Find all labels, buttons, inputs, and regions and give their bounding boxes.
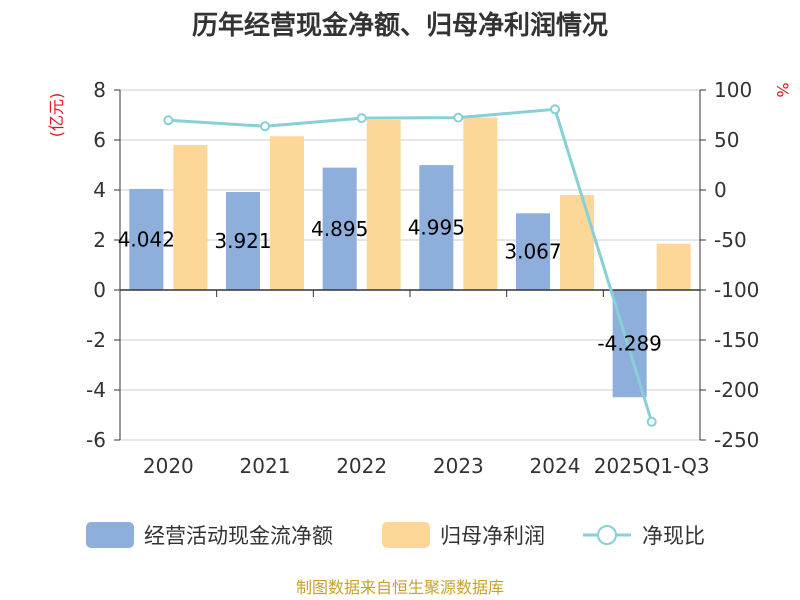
left-axis-tick-label: -6 bbox=[86, 428, 106, 452]
axes: -6 -4 -2 0 2 4 6 8 -250 -200 -150 -100 -50 0 50 100 2020… bbox=[86, 78, 759, 478]
net-profit-bar bbox=[173, 145, 208, 290]
cashflow-data-label: 4.895 bbox=[311, 217, 368, 241]
left-axis-tick-label: 4 bbox=[93, 178, 106, 202]
left-axis-unit: (亿元) bbox=[47, 93, 66, 138]
ratio-point bbox=[453, 112, 464, 123]
cashflow-bar bbox=[129, 188, 164, 290]
data-labels: 4.042 3.921 4.895 4.995 3.067 -4.289 bbox=[118, 216, 662, 356]
chart-title: 历年经营现金净额、归母净利润情况 bbox=[192, 10, 608, 41]
right-axis-tick-label: -250 bbox=[714, 428, 759, 452]
cashflow-data-label: 3.921 bbox=[214, 229, 271, 253]
left-axis-tick-label: 2 bbox=[93, 228, 106, 252]
cashflow-bar bbox=[612, 290, 647, 398]
legend-swatch-net-profit bbox=[382, 522, 430, 548]
cashflow-data-label: 3.067 bbox=[504, 240, 561, 264]
left-axis-tick-label: 0 bbox=[93, 278, 106, 302]
left-axis-tick-label: 8 bbox=[93, 78, 106, 102]
net-profit-bar bbox=[366, 120, 401, 290]
net-profit-bar bbox=[656, 243, 691, 290]
right-axis-tick-label: 50 bbox=[714, 128, 739, 152]
legend-label-net-profit: 归母净利润 bbox=[440, 524, 545, 548]
category-label: 2021 bbox=[240, 454, 291, 478]
right-axis-tick-label: -100 bbox=[714, 278, 759, 302]
data-source: 制图数据来自恒生聚源数据库 bbox=[296, 578, 504, 597]
ratio-point bbox=[550, 104, 560, 115]
category-label: 2023 bbox=[433, 454, 484, 478]
ratio-point bbox=[260, 121, 270, 132]
legend-label-ratio: 净现比 bbox=[642, 524, 705, 548]
right-axis-tick-label: -50 bbox=[714, 228, 747, 252]
right-axis-unit: % bbox=[773, 82, 792, 97]
cashflow-bar bbox=[322, 167, 357, 290]
right-axis-tick-label: 0 bbox=[714, 178, 727, 202]
left-axis-tick-label: -2 bbox=[86, 328, 106, 352]
category-label: 2025Q1-Q3 bbox=[594, 454, 710, 478]
net-profit-bar bbox=[270, 136, 304, 290]
ratio-point bbox=[646, 416, 657, 427]
ratio-line bbox=[163, 104, 657, 427]
cashflow-bar bbox=[226, 191, 260, 290]
legend-label-cashflow: 经营活动现金流净额 bbox=[144, 524, 333, 548]
bars bbox=[129, 117, 691, 398]
legend: 经营活动现金流净额 归母净利润 净现比 bbox=[86, 522, 705, 548]
cashflow-data-label: 4.995 bbox=[408, 216, 465, 240]
cashflow-data-label: -4.289 bbox=[597, 332, 661, 356]
right-axis-tick-label: -150 bbox=[714, 328, 759, 352]
category-label: 2020 bbox=[143, 454, 194, 478]
ratio-line-path bbox=[168, 107, 654, 423]
left-axis-tick-label: -4 bbox=[86, 378, 106, 402]
ratio-point bbox=[356, 113, 367, 124]
legend-swatch-cashflow bbox=[86, 522, 134, 548]
net-profit-bar bbox=[560, 195, 594, 290]
category-label: 2024 bbox=[530, 454, 581, 478]
right-axis-tick-label: 100 bbox=[714, 78, 752, 102]
net-profit-bar bbox=[463, 117, 498, 290]
cashflow-data-label: 4.042 bbox=[118, 227, 175, 251]
legend-swatch-ratio-marker bbox=[597, 525, 617, 545]
ratio-point bbox=[163, 115, 174, 126]
cashflow-bar bbox=[419, 165, 454, 290]
cashflow-bar bbox=[516, 213, 550, 290]
left-axis-tick-label: 6 bbox=[93, 128, 106, 152]
category-label: 2022 bbox=[336, 454, 387, 478]
right-axis-tick-label: -200 bbox=[714, 378, 759, 402]
